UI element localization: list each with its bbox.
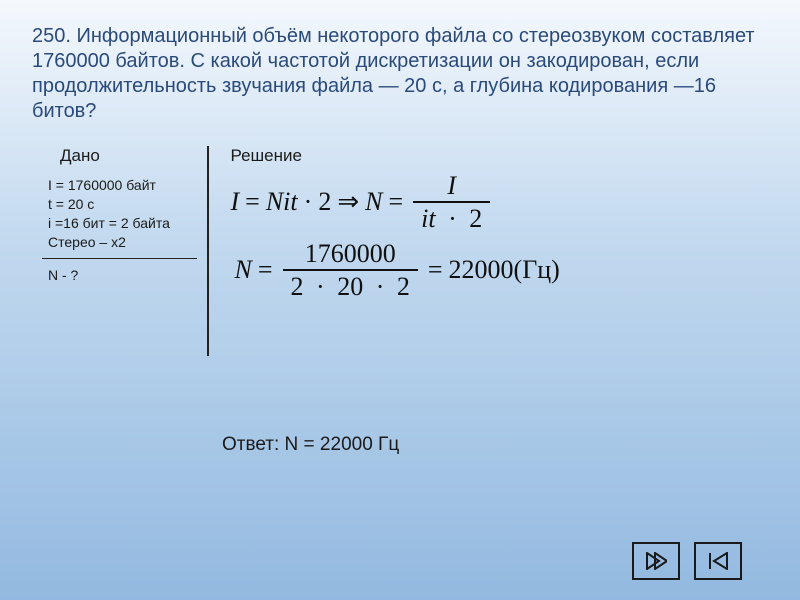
eq1-dot: · [304,187,313,217]
eq2-bot-c: 2 [397,272,410,301]
eq2-fraction: 1760000 2 · 20 · 2 [283,240,418,300]
eq1-eq2: = [388,187,403,217]
eq2-bot-a: 2 [291,272,304,301]
eq2-paren-close: ) [551,255,560,285]
eq1-Nit: Nit [266,187,298,217]
given-line: I = 1760000 байт [48,176,197,195]
given-lines: I = 1760000 байт t = 20 c i =16 бит = 2 … [42,176,197,259]
given-block: Дано I = 1760000 байт t = 20 c i =16 бит… [42,146,197,283]
play-forward-icon [645,552,667,570]
eq1-N: N [365,187,382,217]
given-line: i =16 бит = 2 байта [48,214,197,233]
vertical-divider [207,146,209,356]
eq1-frac-top: I [447,171,456,200]
eq2-N: N [235,255,252,285]
eq1-arrow: ⇒ [337,187,359,217]
eq1-frac-it: it [421,204,435,233]
problem-statement: 250. Информационный объём некоторого фай… [32,24,768,124]
eq2-result: 22000 [449,255,514,285]
eq2-paren-open: ( [514,255,523,285]
eq1-eq: = [245,187,260,217]
fraction-bar [283,269,418,271]
eq1-I: I [231,187,240,217]
eq2-bot-b: 20 [337,272,363,301]
work-area: Дано I = 1760000 байт t = 20 c i =16 бит… [42,146,768,356]
eq2-top: 1760000 [305,239,396,268]
solution-block: Решение I = Nit · 2 ⇒ N = I it · 2 [231,146,769,308]
fraction-bar [413,201,490,203]
eq2-eq: = [258,255,273,285]
given-find: N - ? [42,259,197,283]
next-button[interactable] [632,542,680,580]
eq1-two: 2 [318,187,331,217]
first-button[interactable] [694,542,742,580]
eq1-frac-dot: · [448,204,457,233]
skip-back-icon [707,552,729,570]
eq1-frac-two: 2 [469,204,482,233]
equation-2: N = 1760000 2 · 20 · 2 = 22000 (Гц) [235,240,769,300]
given-line: t = 20 c [48,195,197,214]
eq2-dot1: · [316,272,325,301]
nav-controls [632,542,742,580]
eq1-fraction: I it · 2 [413,172,490,232]
given-line: Стерео – x2 [48,233,197,252]
solution-label: Решение [231,146,769,166]
answer-line: Ответ: N = 22000 Гц [222,434,768,456]
eq2-dot2: · [376,272,385,301]
eq2-eq2: = [428,255,443,285]
equation-1: I = Nit · 2 ⇒ N = I it · 2 [231,172,769,232]
slide: 250. Информационный объём некоторого фай… [0,0,800,456]
eq2-unit: Гц [522,255,551,285]
given-label: Дано [60,146,197,166]
